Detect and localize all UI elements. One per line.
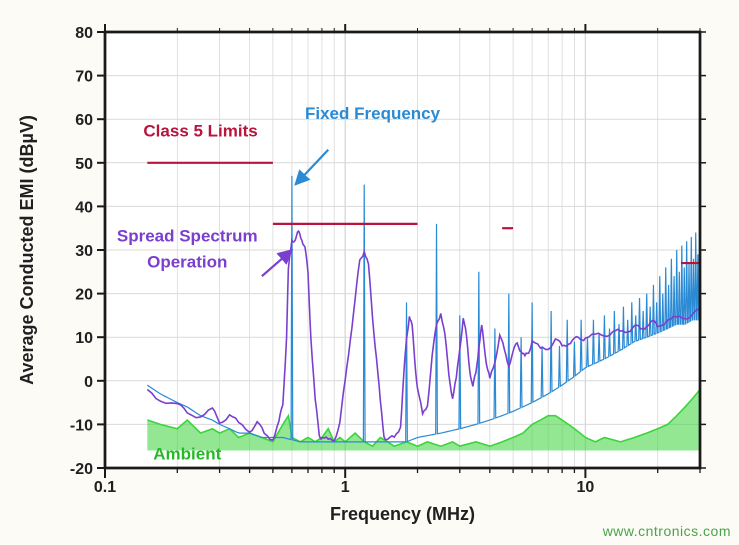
- annotation-spread1: Spread Spectrum: [117, 226, 258, 245]
- annotation-fixed: Fixed Frequency: [305, 104, 441, 123]
- y-tick-label: 80: [75, 25, 93, 42]
- y-tick-label: -10: [70, 417, 93, 434]
- y-tick-label: 30: [75, 243, 93, 260]
- y-axis-label: Average Conducted EMI (dBµV): [17, 115, 37, 385]
- watermark: www.cntronics.com: [603, 523, 731, 539]
- chart-svg: 0.1 1 10 -20 -10 0 10 20 30 40 50 60 70 80 Frequency (…: [0, 0, 739, 545]
- x-axis-label: Frequency (MHz): [330, 504, 475, 524]
- x-tick-label: 0.1: [94, 479, 116, 496]
- y-tick-label: 20: [75, 287, 93, 304]
- y-tick-label: 10: [75, 330, 93, 347]
- y-tick-label: 40: [75, 199, 93, 216]
- y-tick-label: 60: [75, 112, 93, 129]
- x-tick-label: 10: [576, 479, 594, 496]
- y-tick-label: -20: [70, 461, 93, 478]
- annotation-class5: Class 5 Limits: [143, 122, 257, 141]
- annotation-ambient: Ambient: [153, 444, 221, 463]
- emi-chart: 0.1 1 10 -20 -10 0 10 20 30 40 50 60 70 80 Frequency (…: [0, 0, 739, 545]
- y-tick-label: 50: [75, 156, 93, 173]
- x-tick-label: 1: [341, 479, 350, 496]
- annotation-spread2: Operation: [147, 252, 227, 271]
- y-tick-label: 70: [75, 69, 93, 86]
- y-tick-label: 0: [84, 374, 93, 391]
